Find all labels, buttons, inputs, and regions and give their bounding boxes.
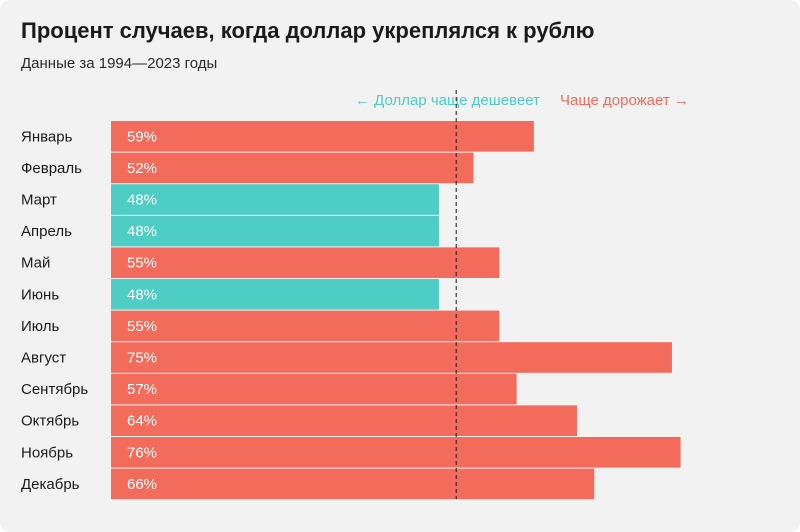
cheaper-direction-label: ← Доллар чаще дешевеет (354, 92, 540, 109)
category-label: Июнь (21, 286, 59, 303)
value-label: 75% (127, 350, 157, 367)
bar-11 (111, 437, 681, 468)
value-label: 48% (127, 192, 157, 209)
category-label: Март (21, 192, 57, 209)
category-label: Февраль (21, 160, 82, 177)
bar-12 (111, 468, 595, 500)
bar-2 (111, 152, 474, 184)
bar-8 (111, 342, 672, 373)
bar-7 (111, 310, 500, 342)
bar-4 (111, 215, 439, 247)
value-label: 64% (127, 413, 157, 430)
bar-3 (111, 184, 439, 215)
chart-title: Процент случаев, когда доллар укреплялся… (21, 18, 595, 43)
category-label: Декабрь (21, 476, 80, 493)
value-label: 55% (127, 255, 157, 272)
category-label: Январь (21, 128, 73, 145)
chart-subtitle: Данные за 1994—2023 годы (21, 55, 218, 72)
category-label: Май (21, 255, 50, 272)
value-label: 59% (127, 128, 157, 145)
category-label: Ноябрь (21, 444, 73, 461)
bar-6 (111, 279, 439, 310)
category-label: Октябрь (21, 413, 79, 430)
category-label: Июль (21, 318, 59, 335)
value-label: 48% (127, 286, 157, 303)
value-label: 66% (127, 476, 157, 493)
value-label: 55% (127, 318, 157, 335)
pricier-direction-label: Чаще дорожает → (560, 92, 689, 109)
category-label: Август (21, 350, 66, 367)
bar-10 (111, 405, 578, 436)
category-label: Апрель (21, 223, 72, 240)
bar-1 (111, 121, 534, 152)
value-label: 52% (127, 160, 157, 177)
value-label: 76% (127, 444, 157, 461)
bar-9 (111, 373, 517, 405)
value-label: 48% (127, 223, 157, 240)
value-label: 57% (127, 381, 157, 398)
bar-5 (111, 247, 500, 278)
category-label: Сентябрь (21, 381, 88, 398)
